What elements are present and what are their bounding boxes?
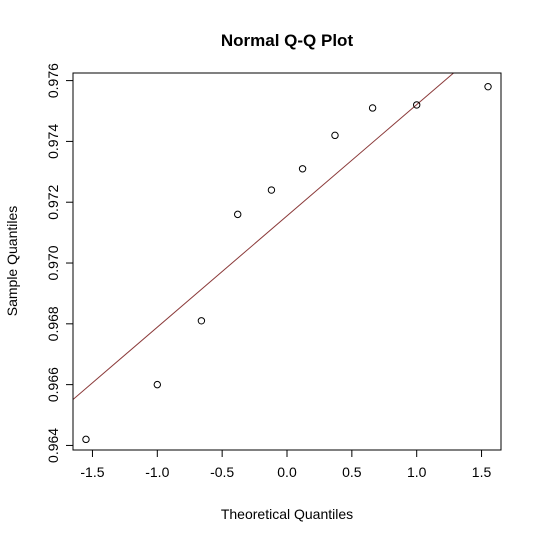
data-point-2 <box>153 380 162 389</box>
y-axis: 0.964 0.966 0.968 0.970 0.972 0.974 0.976 <box>45 63 74 463</box>
y-tick-label: 0.970 <box>45 245 61 280</box>
y-tick-label: 0.972 <box>45 184 61 219</box>
x-tick-label: 0.5 <box>342 464 362 480</box>
y-tick-label: 0.968 <box>45 306 61 341</box>
reference-line <box>73 73 455 400</box>
x-tick-label: -1.5 <box>80 464 104 480</box>
data-point-5 <box>267 186 276 194</box>
data-point-7 <box>331 131 339 140</box>
plot-area <box>73 73 492 444</box>
x-tick-label: 1.0 <box>407 464 427 480</box>
x-axis-label: Theoretical Quantiles <box>221 506 353 522</box>
data-point-10 <box>484 82 492 91</box>
data-point-9 <box>412 101 421 109</box>
x-tick-label: -1.0 <box>145 464 169 480</box>
x-tick-label: 1.5 <box>472 464 492 480</box>
data-point-6 <box>298 165 307 173</box>
y-axis-label: Sample Quantiles <box>4 206 20 317</box>
data-point-3 <box>197 317 206 325</box>
x-axis: -1.5 -1.0 -0.5 0.0 0.5 1.0 1.5 <box>80 449 492 480</box>
y-tick-label: 0.966 <box>45 367 61 402</box>
data-point-1 <box>82 435 90 444</box>
y-tick-label: 0.974 <box>45 124 61 159</box>
chart-title: Normal Q-Q Plot <box>221 31 354 50</box>
plot-frame <box>72 72 502 451</box>
y-tick-label: 0.976 <box>45 63 61 98</box>
x-tick-label: -0.5 <box>210 464 234 480</box>
data-point-4 <box>234 210 242 219</box>
y-tick-label: 0.964 <box>45 428 61 463</box>
x-tick-label: 0.0 <box>277 464 297 480</box>
data-point-8 <box>368 104 377 112</box>
